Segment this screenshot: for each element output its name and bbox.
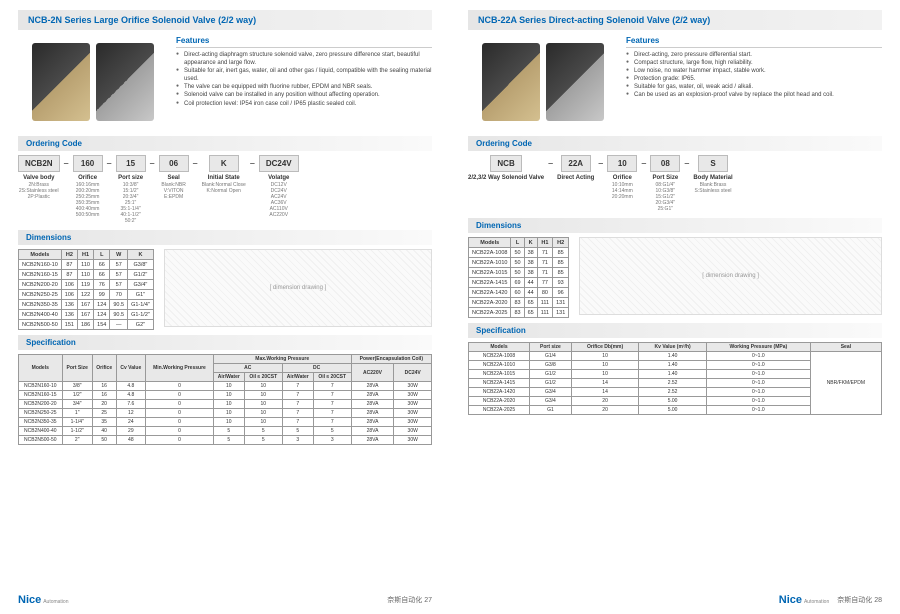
dimension-drawing: [ dimension drawing ] [164, 249, 432, 327]
ordering-segment: 15Port size10:3/8"15:1/2"20:3/4"25:1"35:… [116, 155, 146, 224]
table-row: NCB2N200-203/4"207.6010107728VA30W [19, 400, 432, 409]
table-row: NCB22A-20258365111131 [469, 308, 569, 318]
table-row: NCB2N350-3513616712490.5G1-1/4" [19, 300, 154, 310]
page-number: 28 [874, 597, 882, 604]
feature-item: Can be used as an explosion-proof valve … [626, 91, 882, 99]
features-block: Features Direct-acting diaphragm structu… [176, 36, 432, 128]
table-row: NCB2N400-4013616712490.5G1-1/2" [19, 310, 154, 320]
table-row: NCB22A-101550387185 [469, 268, 569, 278]
page-footer: Nice Automation 奈斯自动化 27 [18, 594, 432, 606]
table-row: NCB2N250-251061229970G1" [19, 290, 154, 300]
specification-table: ModelsPort sizeOrifice Db(mm)Kv Value (m… [468, 342, 882, 415]
page-title: NCB-22A Series Direct-acting Solenoid Va… [468, 10, 882, 30]
feature-item: Suitable for gas, water, oil, weak acid … [626, 83, 882, 91]
feature-item: Coil protection level: IP54 iron case co… [176, 100, 432, 108]
ordering-segment: 22ADirect Acting [557, 155, 594, 181]
table-row: NCB22A-101050387185 [469, 258, 569, 268]
page-title: NCB-2N Series Large Orifice Solenoid Val… [18, 10, 432, 30]
table-row: NCB2N160-103/8"164.8010107728VA30W [19, 382, 432, 391]
brand-logo: Nice [779, 594, 802, 606]
ordering-heading: Ordering Code [468, 136, 882, 151]
specification-heading: Specification [18, 335, 432, 350]
features-heading: Features [626, 36, 882, 48]
page-number: 27 [424, 597, 432, 604]
ordering-heading: Ordering Code [18, 136, 432, 151]
table-row: NCB2N200-201061197657G3/4" [19, 280, 154, 290]
product-photo [468, 36, 618, 128]
ordering-segment: KInitial StateBlank:Normal CloseK:Normal… [202, 155, 246, 194]
specification-heading: Specification [468, 323, 882, 338]
table-row: NCB22A-20208365111131 [469, 298, 569, 308]
product-photo [18, 36, 168, 128]
table-row: NCB22A-141569447793 [469, 278, 569, 288]
page-footer: Nice Automation 奈斯自动化 28 [468, 594, 882, 606]
feature-item: Low noise, no water hammer impact, stabl… [626, 67, 882, 75]
ordering-segment: NCB2NValve body2N:Brass2S:Stainless stee… [18, 155, 60, 200]
ordering-segment: SBody MaterialBlank:BrassS:Stainless ste… [693, 155, 732, 194]
ordering-segment: NCB2/2,3/2 Way Solenoid Valve [468, 155, 544, 181]
table-row: NCB2N400-401-1/2"40290555528VA30W [19, 427, 432, 436]
dimensions-table: ModelsLKH1H2NCB22A-100850387185NCB22A-10… [468, 237, 569, 318]
table-row: NCB2N160-10871106657G3/8" [19, 260, 154, 270]
table-row: NCB22A-100850387185 [469, 248, 569, 258]
feature-item: Compact structure, large flow, high reli… [626, 59, 882, 67]
ordering-segment: 08Port Size08:G1/4"10:G3/8"15:G1/2"20:G3… [650, 155, 680, 212]
feature-item: Suitable for air, inert gas, water, oil … [176, 67, 432, 83]
feature-item: Solenoid valve can be installed in any p… [176, 91, 432, 99]
ordering-code: NCB2NValve body2N:Brass2S:Stainless stee… [18, 155, 432, 224]
specification-table: ModelsPort SizeOrificeCv ValueMin.Workin… [18, 354, 432, 445]
dimension-drawing: [ dimension drawing ] [579, 237, 882, 315]
ordering-segment: 160Orifice160:16mm200:20mm250:25mm350:35… [73, 155, 103, 218]
table-row: NCB2N350-351-1/4"3524010107728VA30W [19, 418, 432, 427]
ordering-segment: 06SealBlank:NBRV:VITONE:EPDM [159, 155, 189, 200]
dimensions-heading: Dimensions [468, 218, 882, 233]
feature-item: Direct-acting, zero pressure differentia… [626, 51, 882, 59]
page-left: NCB-2N Series Large Orifice Solenoid Val… [0, 0, 450, 614]
feature-item: The valve can be equipped with fluorine … [176, 83, 432, 91]
features-block: Features Direct-acting, zero pressure di… [626, 36, 882, 128]
table-row: NCB22A-142060448096 [469, 288, 569, 298]
table-row: NCB2N250-251"2512010107728VA30W [19, 409, 432, 418]
table-row: NCB2N160-15871106657G1/2" [19, 270, 154, 280]
table-row: NCB2N500-50151186154—G2" [19, 320, 154, 330]
table-row: NCB22A-1008G1/4101.400~1.0NBR/FKM/EPDM [469, 352, 882, 361]
features-heading: Features [176, 36, 432, 48]
feature-item: Direct-acting diaphragm structure soleno… [176, 51, 432, 67]
ordering-code: NCB2/2,3/2 Way Solenoid Valve–22ADirect … [468, 155, 882, 212]
feature-item: Protection grade: IP65. [626, 75, 882, 83]
page-right: NCB-22A Series Direct-acting Solenoid Va… [450, 0, 900, 614]
table-row: NCB2N500-502"50480553328VA30W [19, 436, 432, 445]
dimensions-heading: Dimensions [18, 230, 432, 245]
ordering-segment: DC24VVolatgeDC12VDC24VAC24VAC36VAC110VAC… [259, 155, 299, 218]
table-row: NCB2N160-151/2"164.8010107728VA30W [19, 391, 432, 400]
brand-logo: Nice [18, 594, 41, 606]
ordering-segment: 10Orifice10:10mm14:14mm20:20mm [607, 155, 637, 200]
dimensions-table: ModelsH2H1LWKNCB2N160-10871106657G3/8"NC… [18, 249, 154, 330]
